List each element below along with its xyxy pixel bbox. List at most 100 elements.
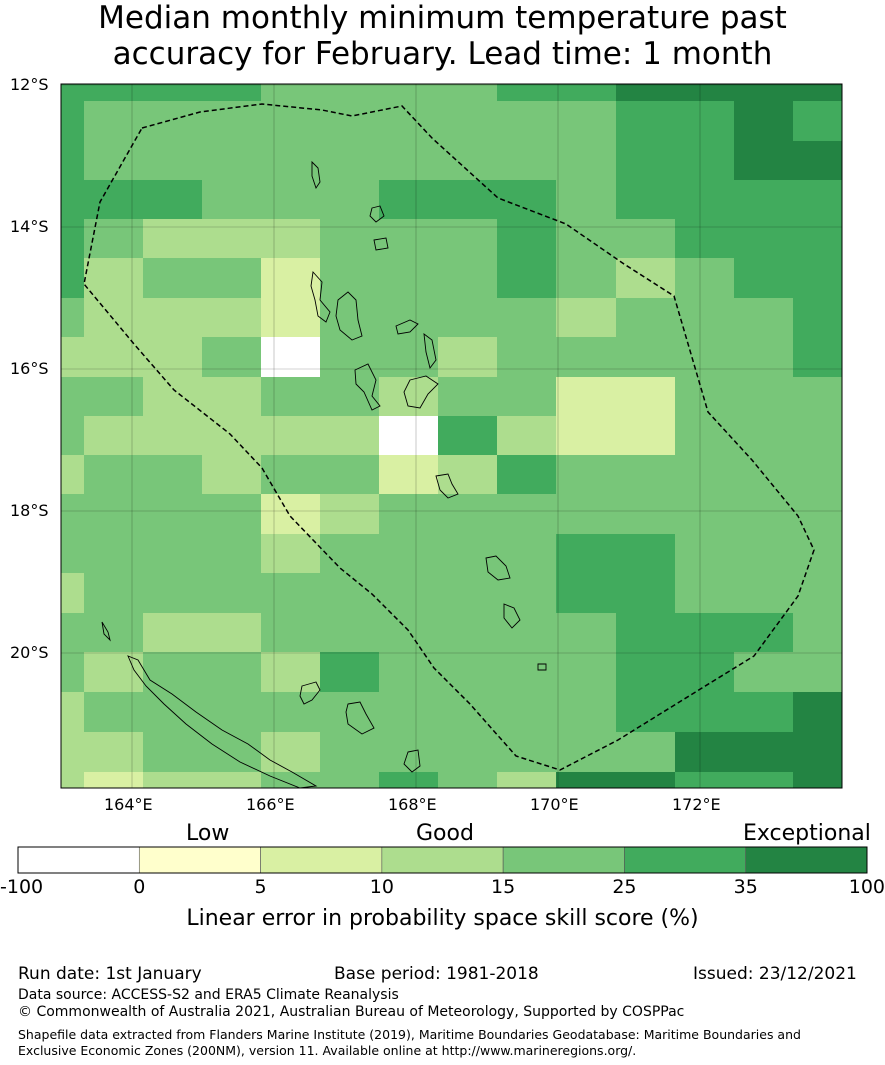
skill-cell: [61, 455, 84, 494]
skill-cell: [61, 416, 84, 455]
lat-label: 18°S: [10, 501, 49, 520]
skill-cell: [556, 219, 616, 258]
skill-cell: [202, 298, 261, 337]
skill-cell: [438, 141, 497, 180]
skill-cell: [556, 337, 616, 377]
skill-cell: [320, 377, 379, 416]
skill-cell: [616, 377, 675, 416]
colorbar-tick-label: 15: [491, 876, 516, 898]
skill-cell: [61, 180, 84, 219]
skill-cell: [793, 101, 842, 141]
skill-cell: [143, 377, 202, 416]
skill-cell: [734, 141, 793, 180]
skill-cell: [84, 455, 143, 494]
colorbar-bin: [502, 846, 625, 874]
skill-cell: [793, 180, 842, 219]
skill-cell: [84, 772, 143, 788]
skill-cell: [61, 258, 84, 298]
skill-cell: [261, 494, 320, 534]
skill-cell: [438, 180, 497, 219]
skill-cell: [675, 258, 734, 298]
skill-cell: [675, 534, 734, 573]
skill-cell: [497, 258, 556, 298]
skill-cell: [143, 772, 202, 788]
skill-cell: [61, 772, 84, 788]
skill-cell: [793, 652, 842, 692]
lat-label: 16°S: [10, 359, 49, 378]
skill-cell: [379, 455, 438, 494]
skill-cell: [84, 692, 143, 732]
skill-cell: [734, 416, 793, 455]
skill-cell: [261, 772, 320, 788]
coastlines: [101, 160, 547, 789]
skill-cell: [379, 573, 438, 613]
skill-cell: [616, 573, 675, 613]
colorbar-bin: [381, 846, 504, 874]
skill-cell: [734, 258, 793, 298]
skill-cell: [61, 692, 84, 732]
skill-cell: [734, 219, 793, 258]
skill-cell: [143, 494, 202, 534]
colorbar: [17, 846, 868, 874]
skill-cell: [61, 613, 84, 652]
skill-cell: [497, 573, 556, 613]
skill-cell: [202, 337, 261, 377]
skill-cell: [616, 692, 675, 732]
skill-cell: [84, 732, 143, 772]
skill-cell: [261, 613, 320, 652]
skill-cell: [438, 258, 497, 298]
skill-cell: [734, 534, 793, 573]
skill-cell: [261, 180, 320, 219]
colorbar-bins: [17, 846, 868, 874]
skill-cell: [320, 298, 379, 337]
skill-cell: [556, 494, 616, 534]
skill-cell: [556, 416, 616, 455]
title-line-2: accuracy for February. Lead time: 1 mont…: [112, 36, 773, 72]
skill-cell: [734, 84, 793, 101]
skill-cell: [84, 377, 143, 416]
skill-cell: [556, 180, 616, 219]
skill-cell: [497, 141, 556, 180]
skill-cell: [61, 652, 84, 692]
skill-cell: [84, 573, 143, 613]
graticule: [61, 84, 842, 788]
skill-cell: [261, 377, 320, 416]
skill-cell: [379, 534, 438, 573]
skill-cell: [379, 337, 438, 377]
legend-category-low: Low: [186, 821, 230, 846]
skill-cell: [793, 613, 842, 652]
skill-cell: [202, 258, 261, 298]
title-line-1: Median monthly minimum temperature past: [98, 0, 787, 36]
skill-cell: [497, 652, 556, 692]
skill-cell: [379, 494, 438, 534]
skill-cell: [84, 258, 143, 298]
skill-cell: [261, 416, 320, 455]
skill-cell: [497, 692, 556, 732]
skill-cell: [320, 219, 379, 258]
skill-cell: [734, 377, 793, 416]
lon-label: 172°E: [672, 795, 721, 814]
skill-cell: [556, 455, 616, 494]
skill-cell: [497, 180, 556, 219]
copyright: © Commonwealth of Australia 2021, Austra…: [18, 1004, 685, 1020]
skill-cell: [497, 772, 556, 788]
skill-cell: [202, 141, 261, 180]
skill-cell: [616, 84, 675, 101]
skill-cell: [793, 298, 842, 337]
skill-cell: [616, 337, 675, 377]
skill-cell: [84, 84, 143, 101]
skill-cell: [793, 219, 842, 258]
skill-cell: [675, 180, 734, 219]
skill-cell: [379, 101, 438, 141]
skill-cell: [556, 613, 616, 652]
skill-cell: [793, 84, 842, 101]
colorbar-tick-label: 100: [848, 876, 885, 898]
skill-cell: [556, 732, 616, 772]
skill-cell: [793, 141, 842, 180]
skill-cell: [261, 101, 320, 141]
skill-cell: [616, 141, 675, 180]
skill-cell: [616, 258, 675, 298]
skill-cell: [320, 180, 379, 219]
skill-cell: [497, 298, 556, 337]
skill-cell: [320, 732, 379, 772]
